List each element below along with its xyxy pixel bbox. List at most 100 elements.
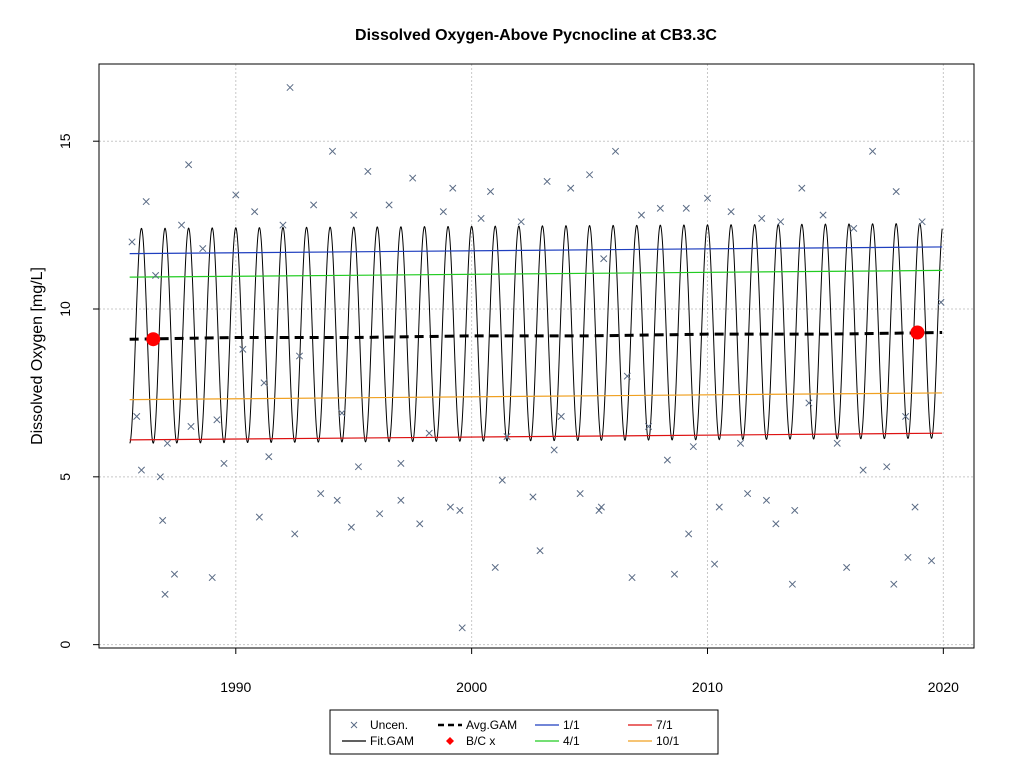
uncen-point <box>543 177 551 186</box>
uncen-point <box>503 432 511 441</box>
x-tick-label: 2010 <box>692 679 723 695</box>
uncen-point <box>611 147 620 155</box>
y-axis-label: Dissolved Oxygen [mg/L] <box>29 267 46 445</box>
uncen-point <box>170 570 179 578</box>
legend-x-icon <box>350 721 358 729</box>
uncen-point <box>670 570 679 578</box>
legend-label: 4/1 <box>563 734 580 748</box>
series-line-10-1 <box>129 392 943 401</box>
uncen-point <box>736 439 745 447</box>
grid <box>99 64 974 648</box>
uncen-point <box>637 211 646 219</box>
uncen-point <box>498 476 506 484</box>
legend-item: Avg.GAM <box>438 718 517 732</box>
x-tick-label: 1990 <box>220 679 251 695</box>
uncen-point <box>486 187 495 196</box>
uncen-point <box>711 560 719 568</box>
uncen-point <box>557 412 565 420</box>
uncen-point <box>133 412 141 420</box>
uncen-point <box>927 557 936 565</box>
legend-item: 1/1 <box>535 718 580 732</box>
series-line-1-1 <box>129 246 943 255</box>
uncen-point <box>260 379 268 387</box>
uncen-point <box>446 503 454 511</box>
uncen-point <box>689 443 697 451</box>
uncen-point <box>703 194 712 202</box>
uncen-point <box>338 409 346 417</box>
uncen-point <box>869 147 877 155</box>
series-line-4-1 <box>129 269 943 278</box>
uncen-point <box>187 422 195 431</box>
uncen-point <box>623 372 631 380</box>
uncen-point <box>317 490 325 498</box>
uncen-point <box>376 510 384 518</box>
uncen-point <box>156 473 164 481</box>
uncen-point <box>286 83 294 92</box>
uncen-point <box>416 520 424 528</box>
uncen-point <box>597 503 605 511</box>
uncen-point <box>199 245 207 253</box>
uncen-point <box>220 459 228 467</box>
uncen-point <box>788 580 796 588</box>
y-tick-label: 15 <box>57 133 73 149</box>
uncen-point <box>449 184 457 192</box>
avg-gam-line <box>129 331 943 341</box>
fit-gam-line <box>129 222 943 444</box>
uncen-point <box>142 198 150 206</box>
uncen-point <box>152 271 160 280</box>
legend-label: Avg.GAM <box>466 718 517 732</box>
uncen-point <box>805 399 813 407</box>
uncen-point <box>656 204 664 212</box>
uncen-point <box>137 466 146 474</box>
uncen-point <box>163 439 171 447</box>
uncen-point <box>758 214 766 222</box>
uncen-point <box>255 513 263 521</box>
uncen-point <box>251 208 259 216</box>
uncen-point <box>208 573 216 582</box>
uncen-point <box>576 490 584 498</box>
legend: Uncen. Fit.GAM Avg.GAM B/C x 1/1 4/1 7/1 10/1 <box>329 709 719 755</box>
chart-title: Dissolved Oxygen-Above Pycnocline at CB3… <box>355 27 717 44</box>
bc-point <box>146 332 161 347</box>
uncen-point <box>777 218 785 226</box>
series-line-7-1 <box>129 432 943 441</box>
uncen-point <box>161 590 169 598</box>
x-tick-label: 2000 <box>456 679 487 695</box>
legend-label: 7/1 <box>656 718 673 732</box>
uncen-point <box>892 187 900 196</box>
legend-item: 10/1 <box>628 734 680 748</box>
uncen-point <box>159 516 167 525</box>
uncen-point <box>385 201 393 209</box>
uncen-point <box>586 171 594 179</box>
uncen-point <box>744 490 752 498</box>
x-tick-label: 2020 <box>928 679 959 695</box>
uncen-point <box>890 580 898 588</box>
uncen-point <box>550 446 558 454</box>
y-axis: 0 5 10 15 <box>57 133 99 649</box>
uncen-point <box>902 412 910 420</box>
uncen-point <box>239 345 247 353</box>
uncen-point <box>843 563 851 572</box>
legend-item: 7/1 <box>628 718 673 732</box>
uncen-point <box>439 208 447 216</box>
y-tick-label: 10 <box>57 301 73 317</box>
uncen-point <box>918 218 926 226</box>
legend-item: B/C x <box>446 734 495 748</box>
uncen-point <box>904 553 912 561</box>
uncen-point <box>536 547 544 555</box>
uncen-point <box>354 463 362 471</box>
uncen-point <box>397 459 405 467</box>
uncen-point <box>265 453 273 461</box>
uncen-point <box>310 201 318 209</box>
uncen-point <box>859 466 867 474</box>
plot-frame <box>98 63 975 649</box>
uncen-point <box>347 523 355 531</box>
uncen-point <box>177 221 186 229</box>
uncen-point <box>883 463 891 471</box>
uncen-point <box>628 573 636 582</box>
uncen-point <box>333 496 341 504</box>
uncen-point <box>291 530 299 538</box>
uncen-point <box>213 416 221 424</box>
uncen-point <box>715 503 723 511</box>
uncen-point <box>685 530 693 538</box>
